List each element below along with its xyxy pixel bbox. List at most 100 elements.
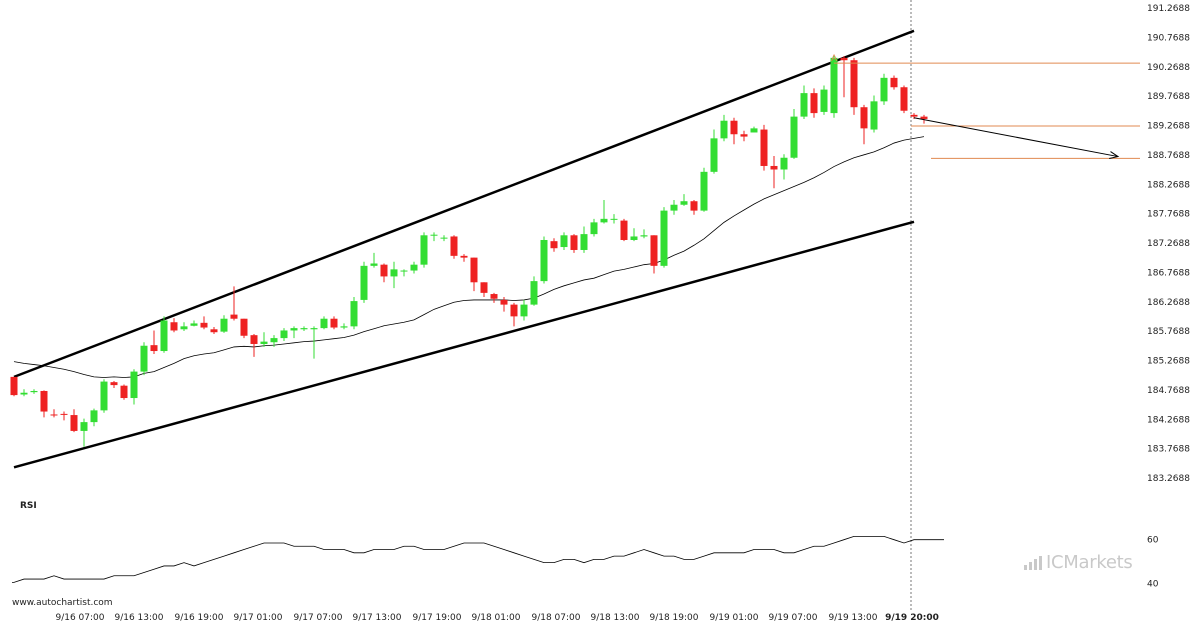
candle [470,257,478,292]
candle [260,332,268,347]
candle-body [610,218,618,220]
candle [150,330,158,354]
candle [30,389,38,394]
candle [870,95,878,133]
candle-body [270,338,278,343]
brand-bars-icon [1024,555,1042,570]
candle-body [770,165,778,170]
candle [110,380,118,389]
candle [330,316,338,330]
candle [600,200,608,224]
candle [800,85,808,119]
x-tick-label: 9/18 07:00 [531,613,580,623]
candle-body [460,255,468,258]
candle [610,214,618,224]
candle-body [200,322,208,328]
y-tick-label: 187.2688 [1147,239,1190,249]
candle [440,235,448,242]
candle-body [920,116,928,119]
candle [390,261,398,289]
candle-body [50,414,58,416]
candle [900,85,908,114]
candle [810,88,818,118]
candle [120,384,128,400]
candle [230,286,238,321]
candle-body [670,204,678,211]
candle [760,124,768,171]
candle [240,318,248,339]
candle-body [340,326,348,328]
candle [840,56,848,98]
candle [740,130,748,142]
candle [830,56,838,118]
candle-body [430,234,438,236]
candle-body [480,282,488,293]
candle-body [420,235,428,265]
rsi-tick-label: 60 [1147,536,1159,546]
candle [560,232,568,250]
candle-body [20,392,28,395]
candle-body [380,264,388,277]
candle [50,409,58,418]
y-tick-label: 191.2688 [1147,4,1190,14]
rsi-tick-label: 40 [1147,579,1159,589]
x-tick-label: 9/17 13:00 [352,613,401,623]
candle [780,154,788,180]
source-credit[interactable]: www.autochartist.com [12,598,113,608]
candle [820,85,828,115]
candle [410,261,418,274]
candle-body [170,322,178,331]
y-tick-label: 183.2688 [1147,474,1190,484]
candle [730,117,738,145]
y-tick-label: 190.2688 [1147,63,1190,73]
candle-body [440,237,448,239]
candle-body [550,241,558,249]
brand-prefix: IC [1046,552,1064,573]
candle [890,75,898,90]
candle-body [740,134,748,137]
candle [100,379,108,413]
candle-body [840,57,848,61]
candle [10,376,18,397]
candle-body [750,128,758,133]
candle-body [320,318,328,329]
y-tick-label: 189.2688 [1147,122,1190,132]
candle-body [150,345,158,352]
candle [180,322,188,332]
candle [170,318,178,333]
x-axis-ticks: 9/16 07:00 9/16 13:00 9/16 19:00 9/17 01:00… [55,613,938,623]
candle [530,276,538,306]
candle-body [690,201,698,211]
candle-body [540,239,548,282]
candle-body [300,328,308,330]
candle [20,389,28,397]
candle-body [910,114,918,117]
pattern-point-label: A [831,54,838,64]
candle [400,269,408,277]
candle [340,323,348,330]
candle-body [110,382,118,386]
y-axis-ticks: 191.2688 190.7688 190.2688 189.7688 189.2688… [1147,4,1190,484]
candle [850,57,858,115]
candle [860,104,868,145]
candle-body [80,422,88,431]
candle [660,207,668,268]
x-tick-label: 9/19 13:00 [828,613,877,623]
candle-body [700,171,708,211]
candle [720,114,728,142]
candle [380,263,388,283]
candle-body [210,329,218,333]
candle-body [810,93,818,114]
candle [300,326,308,332]
candle-body [880,77,888,102]
candle [320,316,328,330]
y-tick-label: 185.7688 [1147,327,1190,337]
y-tick-label: 185.2688 [1147,357,1190,367]
candle [630,228,638,242]
candle [450,235,458,259]
candle [130,369,138,405]
candle [570,234,578,253]
x-tick-label: 9/18 13:00 [590,613,639,623]
candle-body [470,257,478,283]
